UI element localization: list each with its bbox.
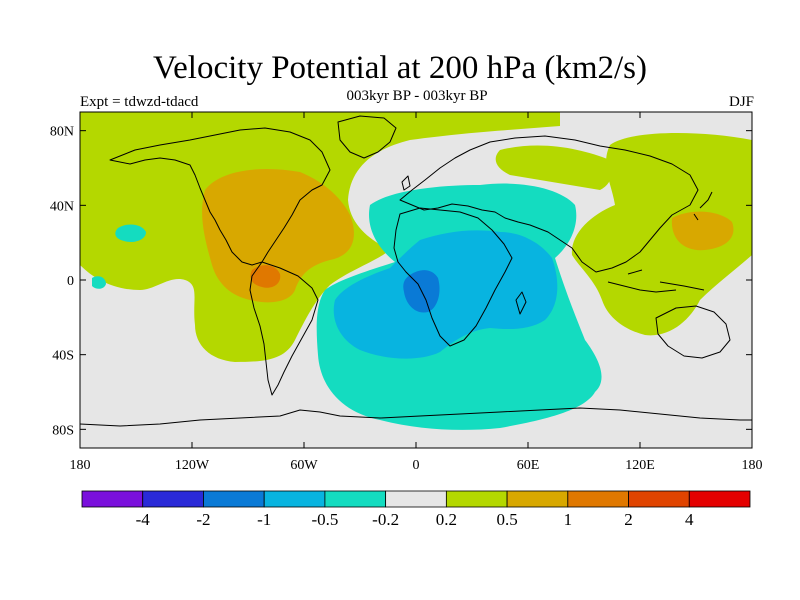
experiment-label: Expt = tdwzd-tdacd xyxy=(80,94,199,110)
lat-tick-label-4: 80S xyxy=(52,423,74,438)
map-subtitle: 003kyr BP - 003kyr BP xyxy=(346,88,488,104)
map-title: Velocity Potential at 200 hPa (km2/s) xyxy=(152,50,648,86)
colorbar-swatch-8 xyxy=(567,490,629,508)
coastline-antarctica xyxy=(80,407,752,427)
contour-small-pacific-teal xyxy=(92,276,106,289)
colorbar-label-0: -4 xyxy=(136,510,151,529)
coastline-british-isles xyxy=(401,175,411,191)
lat-tick-label-3: 40S xyxy=(52,349,74,364)
colorbar-swatch-1 xyxy=(142,490,204,508)
longitude-axis: 180 120W 60W 0 60E 120E 180 xyxy=(70,112,763,473)
coastline-eurasia xyxy=(399,135,699,273)
colorbar-swatch-0 xyxy=(81,490,144,508)
colorbar-swatch-3 xyxy=(263,490,326,508)
contour-pacific-orange xyxy=(671,211,734,251)
coastline-maritime-continent xyxy=(607,269,705,293)
colorbar: -4 -2 -1 -0.5 -0.2 0.2 0.5 1 2 4 xyxy=(81,490,751,529)
coastline-south-america xyxy=(249,261,319,396)
coastline-north-america xyxy=(109,127,331,266)
colorbar-swatch-7 xyxy=(506,490,569,508)
colorbar-label-6: 0.5 xyxy=(496,510,517,529)
colorbar-label-3: -0.5 xyxy=(311,510,338,529)
contour-africa-blue xyxy=(333,230,558,359)
colorbar-label-7: 1 xyxy=(564,510,573,529)
colorbar-label-9: 4 xyxy=(685,510,694,529)
lon-tick-label-2: 60W xyxy=(290,458,318,473)
colorbar-label-8: 2 xyxy=(624,510,633,529)
coastline-africa xyxy=(393,207,513,347)
coastline-greenland xyxy=(337,115,397,159)
colorbar-swatch-5 xyxy=(385,490,447,508)
colorbar-swatch-6 xyxy=(445,490,508,508)
colorbar-swatch-4 xyxy=(324,490,387,508)
colorbar-label-2: -1 xyxy=(257,510,271,529)
contour-americas-orange xyxy=(202,169,354,303)
contour-siberia-green xyxy=(495,145,612,190)
coastline-australia xyxy=(655,305,731,359)
coastlines xyxy=(80,115,752,427)
lon-tick-label-5: 120E xyxy=(625,458,655,473)
positive-orange-regions xyxy=(202,169,734,303)
lon-tick-label-1: 120W xyxy=(175,458,210,473)
lon-tick-label-0: 180 xyxy=(70,458,91,473)
colorbar-swatch-10 xyxy=(688,490,751,508)
colorbar-label-4: -0.2 xyxy=(372,510,399,529)
lat-tick-label-1: 40N xyxy=(50,199,74,214)
contour-andes-dark-orange xyxy=(250,265,281,288)
coastline-madagascar xyxy=(515,291,527,315)
coastline-japan xyxy=(693,191,713,221)
season-label: DJF xyxy=(728,94,754,110)
map-plot-area xyxy=(80,112,752,448)
lon-tick-label-4: 60E xyxy=(517,458,540,473)
lat-tick-label-0: 80N xyxy=(50,125,74,140)
lon-tick-label-6: 180 xyxy=(742,458,763,473)
contour-pacific-teal xyxy=(115,224,146,242)
contour-asia-green xyxy=(571,133,752,336)
lat-tick-label-2: 0 xyxy=(67,274,74,289)
latitude-axis: 80N 40N 0 40S 80S xyxy=(50,125,752,438)
lon-tick-label-3: 0 xyxy=(413,458,420,473)
colorbar-label-5: 0.2 xyxy=(436,510,457,529)
colorbar-swatch-9 xyxy=(628,490,690,508)
colorbar-swatch-2 xyxy=(203,490,265,508)
colorbar-label-1: -2 xyxy=(196,510,210,529)
